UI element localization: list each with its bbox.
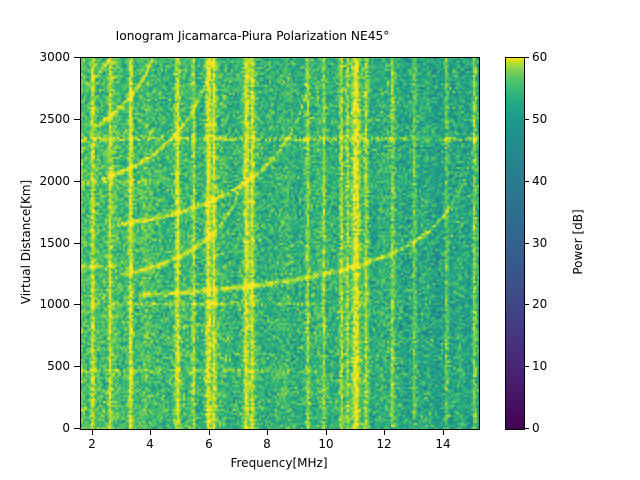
x-tick-10 [326,429,327,435]
colorbar-ticklabel-40: 40 [532,174,548,188]
x-ticklabel-10: 10 [318,437,334,451]
x-tick-2 [92,429,93,435]
y-ticklabel-0: 0 [62,421,70,435]
ionogram-plot-axes[interactable] [80,57,480,430]
y-ticklabel-3000: 3000 [39,50,70,64]
y-tick-0 [74,428,80,429]
x-ticklabel-6: 6 [205,437,213,451]
colorbar-tick-40 [524,181,529,182]
x-tick-12 [384,429,385,435]
colorbar-tick-0 [524,428,529,429]
x-tick-14 [443,429,444,435]
colorbar-ticklabel-0: 0 [532,421,540,435]
y-ticklabel-2000: 2000 [39,174,70,188]
colorbar-tick-30 [524,243,529,244]
ionogram-heatmap[interactable] [81,58,479,429]
y-tick-2500 [74,119,80,120]
colorbar-ticklabel-30: 30 [532,236,548,250]
title-line-1: Ionogram Jicamarca-Piura Polarization NE… [115,29,390,43]
colorbar-tick-60 [524,57,529,58]
x-ticklabel-2: 2 [88,437,96,451]
x-ticklabel-4: 4 [146,437,154,451]
y-ticklabel-1500: 1500 [39,236,70,250]
colorbar-ticklabel-10: 10 [532,359,548,373]
x-tick-8 [267,429,268,435]
y-tick-3000 [74,57,80,58]
y-tick-500 [74,366,80,367]
colorbar-ticklabel-60: 60 [532,50,548,64]
y-axis-ticklabels: 0 500 1000 1500 2000 2500 3000 [10,0,70,480]
y-tick-1500 [74,243,80,244]
y-ticklabel-2500: 2500 [39,112,70,126]
colorbar-tick-50 [524,119,529,120]
x-axis-label: Frequency[MHz] [230,456,328,470]
x-tick-6 [209,429,210,435]
colorbar-gradient[interactable] [505,57,525,430]
y-axis-label: Virtual Distance[Km] [19,179,33,305]
colorbar-label: Power [dB] [571,209,585,275]
x-tick-4 [150,429,151,435]
x-ticklabel-14: 14 [435,437,451,451]
colorbar-ticklabel-50: 50 [532,112,548,126]
y-ticklabel-1000: 1000 [39,297,70,311]
y-ticklabel-500: 500 [47,359,70,373]
colorbar-ticklabel-20: 20 [532,297,548,311]
x-ticklabel-8: 8 [263,437,271,451]
colorbar-tick-10 [524,366,529,367]
x-ticklabel-12: 12 [376,437,392,451]
colorbar-tick-20 [524,304,529,305]
y-tick-1000 [74,304,80,305]
y-tick-2000 [74,181,80,182]
